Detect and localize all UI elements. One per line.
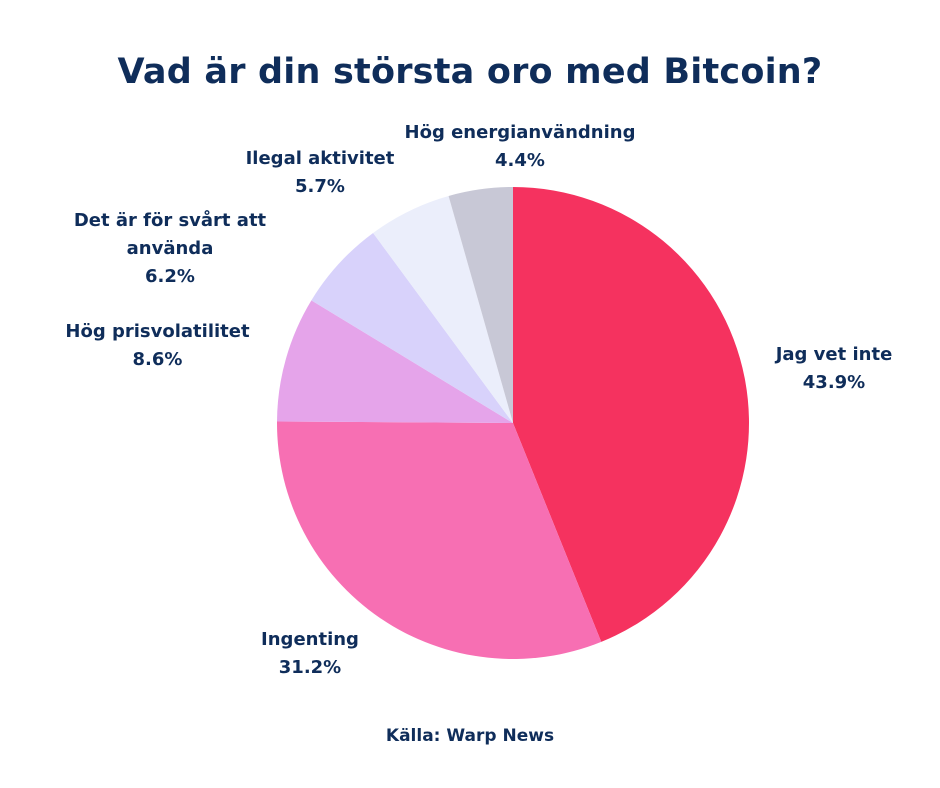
slice-label-value: 8.6% [132, 349, 183, 370]
pie-slice-5 [448, 187, 513, 423]
slice-label-name: Hög energianvändning [404, 122, 636, 143]
pie-slice-1 [277, 421, 602, 659]
source-name: Warp News [446, 726, 555, 746]
chart-title: Vad är din största oro med Bitcoin? [117, 52, 823, 92]
slice-label-ilegal-aktivitet: Ilegal aktivitet 5.7% [225, 145, 415, 201]
slice-label-hog-energianvandning: Hög energianvändning 4.4% [385, 119, 655, 175]
slice-label-name: Jag vet inte [775, 344, 893, 365]
slice-label-value: 4.4% [495, 150, 545, 171]
slice-label-ingenting: Ingenting 31.2% [230, 626, 390, 682]
slice-label-hog-prisvolatilitet: Hög prisvolatilitet 8.6% [50, 318, 265, 374]
slice-label-value: 43.9% [802, 372, 866, 393]
slice-label-value: 31.2% [278, 657, 342, 678]
slice-label-name: Det är för svårt att använda [73, 210, 267, 259]
slice-label-name: Ilegal aktivitet [245, 148, 395, 169]
slice-label-name: Hög prisvolatilitet [65, 321, 250, 342]
pie-slice-0 [513, 187, 749, 642]
pie-slice-3 [311, 232, 513, 423]
pie-slice-2 [277, 300, 513, 423]
slice-label-name: Ingenting [261, 629, 359, 650]
source-prefix: Källa: [385, 726, 441, 746]
slice-label-svart-att-anvanda: Det är för svårt att använda 6.2% [60, 207, 280, 291]
source-note: Källa: Warp News [0, 726, 940, 746]
slice-label-jag-vet-inte: Jag vet inte 43.9% [764, 341, 904, 397]
pie-slice-4 [373, 195, 513, 423]
slice-label-value: 6.2% [145, 266, 195, 287]
slice-label-value: 5.7% [295, 176, 345, 197]
